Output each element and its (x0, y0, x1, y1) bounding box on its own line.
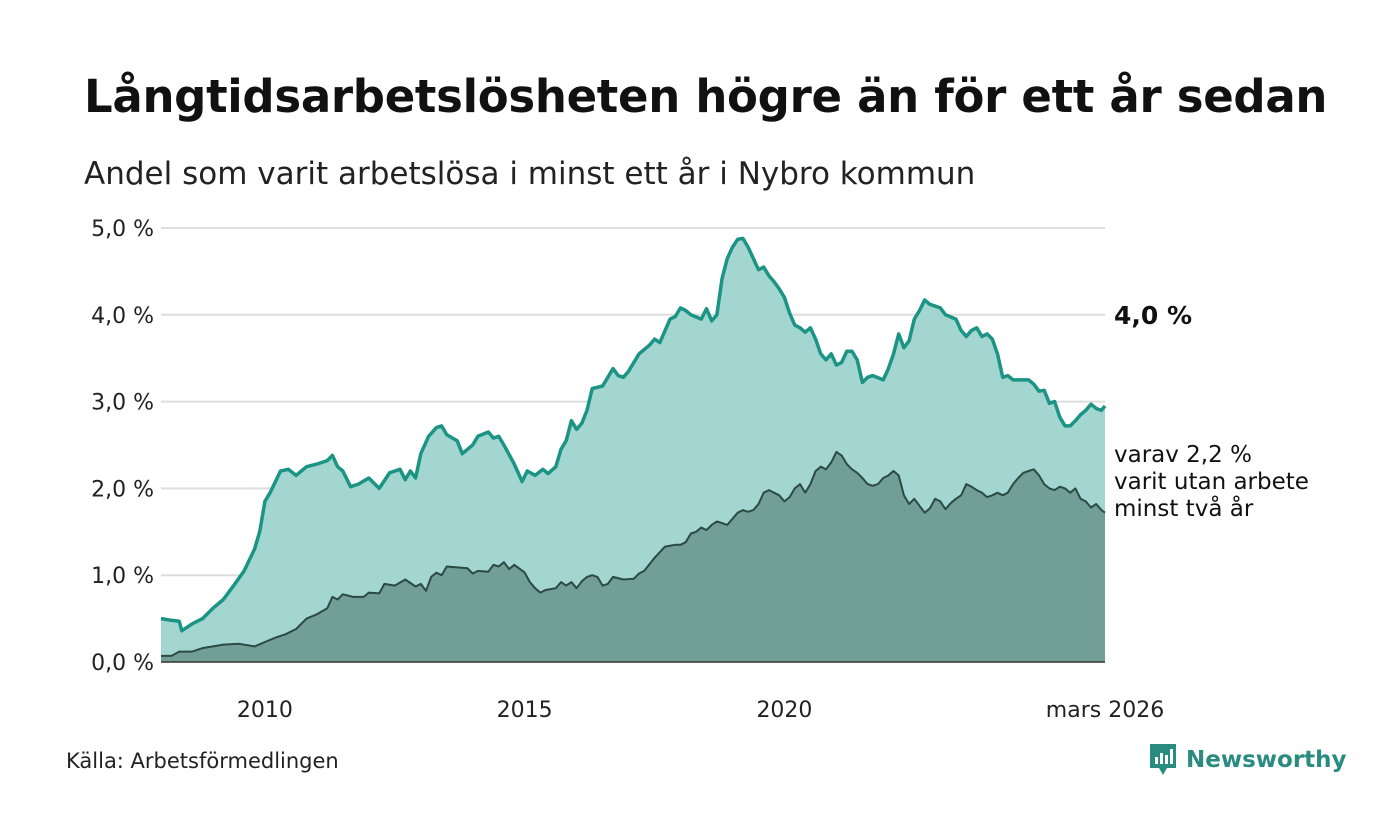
axis-layer: 0,0 % 1,0 % 2,0 % 3,0 % 4,0 % 5,0 % 2010 2015 20… (91, 217, 1164, 723)
chart-subtitle: Andel som varit arbetslösa i minst ett å… (84, 156, 976, 192)
secondary-end-label: varav 2,2 % varit utan arbete minst två år (1114, 442, 1309, 522)
two-year-unemployment-line (161, 450, 1106, 657)
x-tick-label: mars 2026 (1046, 698, 1164, 723)
y-tick-label: 3,0 % (91, 391, 154, 416)
y-tick-label: 5,0 % (91, 217, 154, 242)
primary-end-label: 4,0 % (1114, 301, 1192, 330)
brand-logo: Newsworthy (1148, 742, 1347, 778)
two-year-unemployment-area (161, 451, 1105, 662)
secondary-end-label-line: minst två år (1114, 494, 1254, 522)
source-note: Källa: Arbetsförmedlingen (66, 749, 339, 773)
secondary-end-label-line: varit utan arbete (1114, 469, 1309, 495)
area-layer (160, 236, 1107, 662)
brand-name: Newsworthy (1186, 747, 1347, 773)
x-tick-label: 2020 (756, 698, 812, 723)
long-term-unemployment-line (160, 236, 1107, 633)
x-tick-label: 2015 (497, 698, 553, 723)
newsworthy-icon (1150, 744, 1176, 775)
x-tick-label: 2010 (237, 698, 293, 723)
y-tick-label: 1,0 % (91, 564, 154, 589)
y-tick-label: 4,0 % (91, 304, 154, 329)
label-layer: 4,0 % varav 2,2 % varit utan arbete minst t… (1114, 301, 1309, 522)
y-tick-label: 2,0 % (91, 477, 154, 502)
chart-title: Långtidsarbetslösheten högre än för ett … (84, 70, 1328, 123)
y-tick-label: 0,0 % (91, 651, 154, 676)
secondary-end-label-line: varav 2,2 % (1114, 442, 1252, 468)
